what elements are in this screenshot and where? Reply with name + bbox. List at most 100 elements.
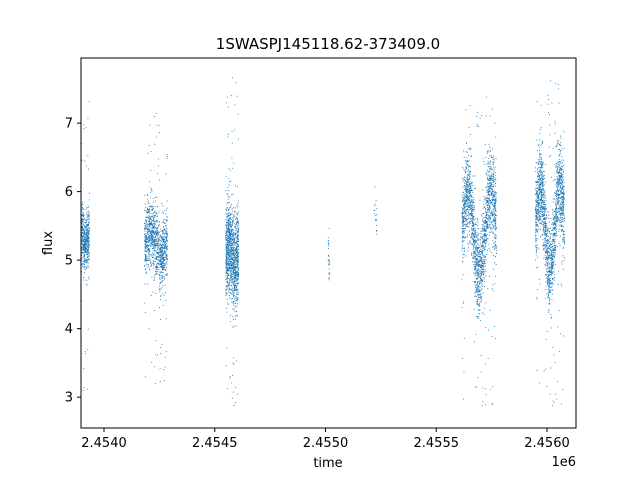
scatter-point — [84, 248, 86, 250]
scatter-point — [485, 221, 487, 222]
scatter-point — [233, 272, 235, 274]
scatter-point — [145, 220, 147, 222]
scatter-point — [475, 218, 477, 219]
scatter-point — [562, 239, 564, 241]
scatter-point — [233, 252, 234, 254]
scatter-point — [479, 272, 481, 274]
scatter-point — [151, 190, 153, 191]
scatter-point — [235, 256, 237, 258]
scatter-point — [488, 182, 490, 184]
scatter-point — [150, 223, 152, 225]
scatter-point — [554, 224, 556, 225]
scatter-point — [491, 108, 493, 110]
scatter-point — [469, 198, 471, 200]
scatter-point — [469, 209, 471, 210]
scatter-point — [480, 261, 482, 263]
scatter-point — [560, 142, 561, 144]
scatter-point — [235, 271, 237, 273]
scatter-point — [165, 219, 167, 221]
scatter-point — [475, 252, 477, 253]
scatter-point — [543, 221, 545, 222]
scatter-point — [487, 227, 489, 229]
scatter-point — [231, 265, 232, 267]
scatter-point — [165, 223, 167, 224]
scatter-point — [492, 231, 494, 233]
scatter-point — [152, 244, 153, 246]
scatter-point — [484, 280, 485, 282]
scatter-point — [225, 365, 227, 367]
scatter-point — [166, 249, 168, 250]
scatter-point — [487, 171, 489, 173]
scatter-point — [483, 250, 485, 252]
scatter-point — [490, 182, 492, 184]
scatter-point — [87, 248, 89, 250]
scatter-point — [162, 254, 164, 256]
scatter-point — [236, 292, 238, 294]
scatter-point — [463, 237, 465, 239]
scatter-point — [165, 227, 167, 229]
scatter-point — [474, 269, 476, 271]
scatter-point — [486, 222, 488, 224]
scatter-point — [233, 214, 235, 216]
scatter-point — [234, 267, 236, 269]
scatter-point — [229, 241, 231, 243]
scatter-point — [473, 239, 475, 241]
scatter-point — [232, 262, 234, 264]
scatter-point — [487, 200, 489, 202]
scatter-point — [550, 292, 551, 294]
scatter-point — [492, 204, 493, 206]
scatter-point — [229, 277, 231, 279]
scatter-point — [484, 243, 486, 245]
scatter-point — [474, 292, 476, 294]
scatter-point — [483, 266, 485, 268]
scatter-point — [488, 207, 490, 208]
scatter-point — [231, 248, 233, 250]
scatter-point — [226, 288, 228, 290]
scatter-point — [227, 187, 229, 188]
scatter-point — [230, 222, 232, 224]
scatter-point — [164, 264, 166, 266]
scatter-point — [231, 267, 233, 269]
scatter-point — [163, 269, 164, 271]
scatter-point — [83, 244, 84, 246]
scatter-point — [493, 206, 495, 208]
scatter-point — [474, 265, 475, 267]
scatter-point — [468, 244, 470, 246]
scatter-point — [476, 281, 478, 283]
scatter-point — [87, 232, 89, 234]
scatter-point — [470, 185, 471, 187]
scatter-point — [550, 217, 552, 219]
scatter-point — [231, 230, 233, 232]
scatter-point — [489, 176, 491, 178]
scatter-point — [483, 230, 485, 232]
scatter-point — [557, 166, 559, 167]
scatter-point — [234, 239, 236, 241]
scatter-point — [165, 232, 167, 234]
scatter-point — [87, 222, 89, 224]
scatter-point — [236, 248, 237, 250]
scatter-point — [87, 231, 89, 233]
scatter-point — [480, 371, 482, 373]
scatter-point — [472, 217, 474, 219]
scatter-point — [463, 236, 465, 238]
scatter-point — [164, 251, 166, 253]
scatter-point — [162, 232, 164, 234]
scatter-point — [83, 229, 85, 231]
scatter-point — [466, 162, 468, 164]
scatter-point — [236, 95, 238, 97]
scatter-point — [225, 244, 227, 246]
scatter-point — [164, 270, 166, 271]
scatter-point — [473, 188, 475, 190]
scatter-point — [85, 240, 87, 242]
scatter-point — [226, 226, 228, 228]
scatter-point — [470, 210, 472, 212]
scatter-point — [478, 253, 480, 255]
scatter-point — [148, 236, 150, 237]
scatter-point — [81, 222, 83, 224]
scatter-point — [475, 249, 477, 251]
scatter-point — [237, 246, 239, 247]
scatter-point — [164, 274, 166, 276]
scatter-point — [483, 269, 485, 271]
scatter-point — [151, 245, 153, 247]
scatter-point — [488, 178, 490, 180]
